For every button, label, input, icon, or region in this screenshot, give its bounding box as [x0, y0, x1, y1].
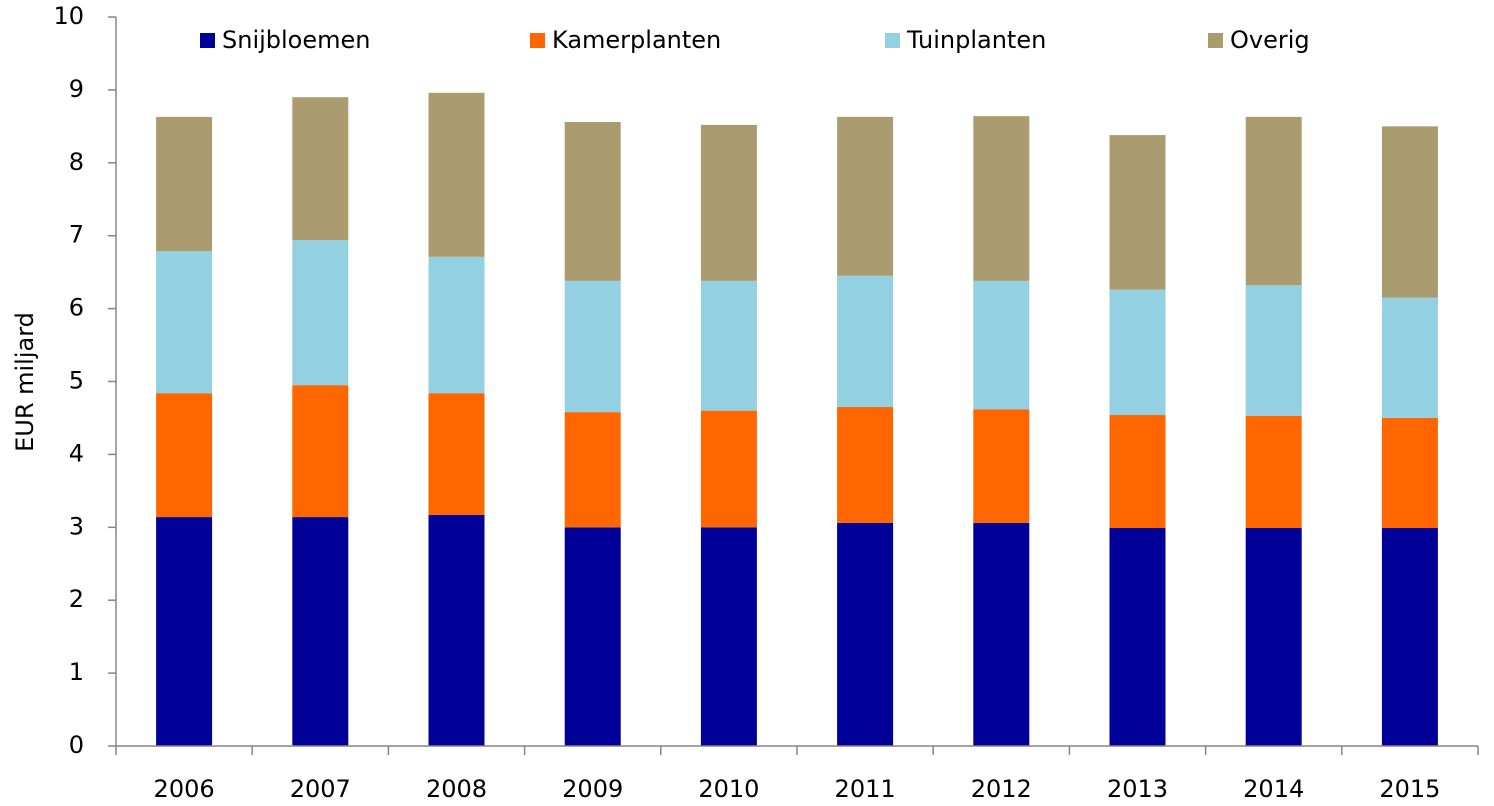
bar-segment: [156, 116, 213, 252]
bar-segment: [292, 240, 349, 386]
bar-segment: [292, 385, 349, 518]
x-tick-label: 2008: [426, 775, 487, 803]
bar-segment: [1381, 528, 1438, 746]
bar-segment: [1245, 285, 1302, 416]
x-tick-label: 2012: [971, 775, 1032, 803]
bar-segment: [156, 251, 213, 394]
bar-segment: [428, 92, 485, 257]
legend-swatch: [1208, 33, 1223, 48]
bar-segment: [1245, 415, 1302, 529]
bar-segment: [1109, 135, 1166, 290]
y-tick-label: 0: [69, 731, 84, 759]
bar-segment: [156, 393, 213, 518]
legend-swatch: [530, 33, 545, 48]
y-tick-label: 2: [69, 585, 84, 613]
bar-segment: [973, 409, 1030, 523]
bar-segment: [292, 97, 349, 241]
legend-label: Tuinplanten: [906, 26, 1046, 54]
legend-label: Kamerplanten: [552, 26, 721, 54]
x-tick-label: 2007: [290, 775, 351, 803]
x-tick-label: 2015: [1379, 775, 1440, 803]
bar-segment: [156, 517, 213, 746]
bar-segment: [837, 522, 894, 746]
x-tick-label: 2009: [562, 775, 623, 803]
bar-segment: [428, 256, 485, 394]
bar-segment: [564, 280, 621, 413]
y-axis-label: EUR miljard: [11, 312, 39, 452]
bar-segment: [1245, 528, 1302, 746]
bar-segment: [700, 280, 757, 411]
y-tick-label: 9: [69, 75, 84, 103]
bar-segment: [973, 116, 1030, 281]
bar-segment: [292, 517, 349, 746]
y-tick-label: 3: [69, 512, 84, 540]
y-tick-label: 5: [69, 367, 84, 395]
bar-segment: [564, 121, 621, 281]
y-tick-label: 10: [53, 2, 84, 30]
y-tick-label: 8: [69, 148, 84, 176]
bar-segment: [1381, 126, 1438, 298]
bar-segment: [564, 412, 621, 528]
x-tick-label: 2006: [154, 775, 215, 803]
bar-segment: [973, 280, 1030, 410]
bar-segment: [1245, 116, 1302, 286]
bar-segment: [428, 514, 485, 746]
bar-segment: [564, 527, 621, 746]
bar-segment: [1109, 289, 1166, 416]
bar-segment: [1381, 417, 1438, 529]
y-tick-label: 4: [69, 439, 84, 467]
legend-swatch: [885, 33, 900, 48]
bar-segment: [837, 275, 894, 408]
x-tick-label: 2010: [698, 775, 759, 803]
bar-segment: [837, 407, 894, 523]
bar-segment: [1109, 415, 1166, 529]
y-tick-label: 1: [69, 658, 84, 686]
bar-segment: [1381, 297, 1438, 418]
bar-segment: [700, 124, 757, 281]
legend-label: Overig: [1230, 26, 1310, 54]
bar-segment: [837, 116, 894, 276]
legend-label: Snijbloemen: [222, 26, 371, 54]
legend-swatch: [200, 33, 215, 48]
bar-segment: [1109, 528, 1166, 746]
bar-segment: [700, 410, 757, 528]
y-tick-label: 7: [69, 221, 84, 249]
x-tick-label: 2013: [1107, 775, 1168, 803]
bar-segment: [428, 393, 485, 515]
bar-segment: [973, 522, 1030, 746]
x-tick-label: 2014: [1243, 775, 1304, 803]
bar-segment: [700, 527, 757, 746]
y-tick-label: 6: [69, 294, 84, 322]
x-tick-label: 2011: [835, 775, 896, 803]
